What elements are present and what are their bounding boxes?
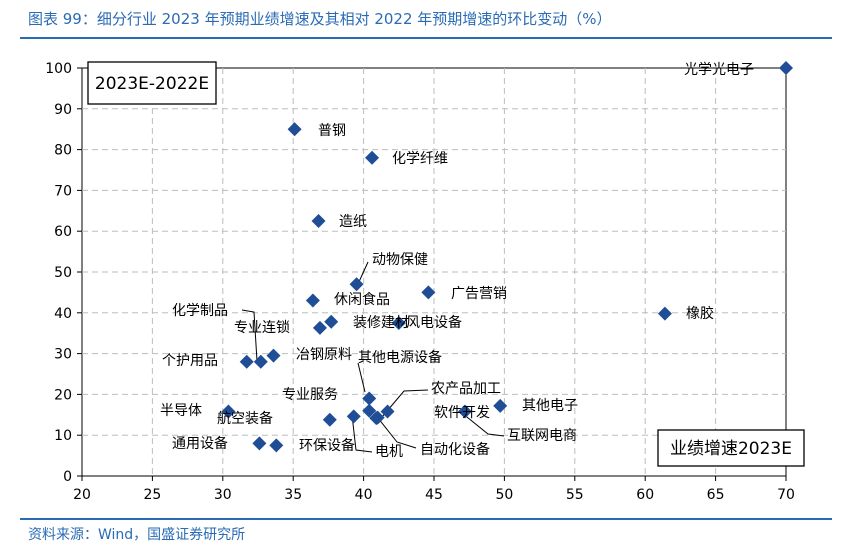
scatter-chart: 20 25 30 35 40 45 50 55 60 65 70 0 10 20 30 40 50 60 70 80 9… <box>45 61 805 503</box>
title-rule <box>20 37 832 39</box>
y-tick-label: 80 <box>54 143 72 159</box>
point-label: 风电设备 <box>406 314 462 331</box>
x-tick-label: 35 <box>284 487 302 503</box>
data-point <box>221 404 236 419</box>
data-point <box>266 348 281 363</box>
leader-line <box>461 412 505 437</box>
x-tick-label: 60 <box>636 487 654 503</box>
y-tick-label: 90 <box>54 102 72 118</box>
annotation-box-bottomright <box>657 429 805 467</box>
data-point <box>312 320 327 335</box>
y-tick-label: 10 <box>54 428 72 444</box>
data-point <box>457 404 472 419</box>
annotation-bottomright: 业绩增速2023E <box>670 439 792 459</box>
point-label: 其他电源设备 <box>358 349 442 366</box>
data-point <box>779 61 793 75</box>
point-label: 专业连锁 <box>234 320 290 336</box>
point-label: 造纸 <box>339 214 367 230</box>
leader-line <box>357 362 366 393</box>
annotation-box-topleft <box>87 61 217 105</box>
data-point <box>239 354 254 369</box>
point-label: 广告营销 <box>451 286 507 302</box>
data-point <box>252 436 267 451</box>
data-point <box>421 285 436 300</box>
point-label: 软件开发 <box>434 405 490 421</box>
leader-line <box>357 261 369 285</box>
x-tick-label: 20 <box>73 487 91 503</box>
data-point <box>287 122 302 137</box>
data-point <box>380 404 395 419</box>
point-label: 普钢 <box>318 123 346 139</box>
data-point <box>493 398 508 413</box>
data-point <box>346 409 361 424</box>
point-label: 航空装备 <box>217 410 273 427</box>
point-label: 通用设备 <box>172 435 228 452</box>
data-point <box>369 411 384 426</box>
point-label: 半导体 <box>160 403 202 419</box>
point-label: 环保设备 <box>299 437 355 454</box>
point-label: 自动化设备 <box>420 441 490 458</box>
y-tick-label: 100 <box>45 61 72 77</box>
footer-rule <box>20 518 832 520</box>
y-tick-label: 70 <box>54 183 72 199</box>
leader-line <box>351 414 373 453</box>
point-label: 互联网电商 <box>507 428 577 444</box>
point-label: 化学纤维 <box>392 151 448 167</box>
data-point <box>311 214 326 228</box>
point-label: 专业服务 <box>282 387 338 403</box>
x-tick-label: 65 <box>707 487 725 503</box>
annotation-topleft: 2023E-2022E <box>95 74 209 94</box>
y-tick-label: 20 <box>54 387 72 403</box>
x-tick-label: 50 <box>495 487 513 503</box>
point-label: 农产品加工 <box>431 381 501 397</box>
y-tick-label: 50 <box>54 265 72 281</box>
y-tick-label: 30 <box>54 347 72 363</box>
data-point <box>657 306 672 321</box>
x-tick-label: 45 <box>425 487 443 503</box>
x-tick-label: 25 <box>143 487 161 503</box>
y-tick-label: 40 <box>54 306 72 322</box>
y-tick-label: 0 <box>63 469 72 485</box>
source-note: 资料来源：Wind，国盛证券研究所 <box>28 527 246 543</box>
point-label: 电机 <box>375 444 403 460</box>
data-point <box>349 277 364 292</box>
point-label: 橡胶 <box>686 305 714 322</box>
leader-line <box>377 417 417 449</box>
data-point <box>365 150 380 165</box>
data-point <box>253 354 268 369</box>
data-point <box>324 314 339 329</box>
leader-lines <box>241 261 505 453</box>
x-tick-label: 70 <box>777 487 795 503</box>
point-label: 个护用品 <box>162 353 218 369</box>
point-label: 光学光电子 <box>684 62 754 78</box>
data-point <box>362 391 377 406</box>
point-label: 其他电子 <box>522 398 578 414</box>
point-label: 休闲食品 <box>334 291 390 308</box>
y-tick-label: 60 <box>54 224 72 240</box>
x-tick-label: 30 <box>214 487 232 503</box>
x-tick-label: 55 <box>566 487 584 503</box>
data-points <box>221 61 793 453</box>
point-label: 冶钢原料 <box>296 347 352 363</box>
point-label: 动物保健 <box>372 252 428 268</box>
x-tick-label: 40 <box>355 487 373 503</box>
data-point <box>391 316 406 330</box>
data-point <box>305 293 320 308</box>
axis-ticks: 20 25 30 35 40 45 50 55 60 65 70 0 10 20 30 40 50 60 70 80 9… <box>45 61 795 503</box>
point-label: 化学制品 <box>172 303 228 319</box>
data-point <box>322 412 337 427</box>
figure-title: 图表 99：细分行业 2023 年预期业绩增速及其相对 2022 年预期增速的环… <box>28 10 612 28</box>
point-label: 装修建材 <box>353 315 409 331</box>
data-point <box>362 403 377 418</box>
data-point <box>269 438 284 453</box>
leader-line <box>241 309 258 362</box>
